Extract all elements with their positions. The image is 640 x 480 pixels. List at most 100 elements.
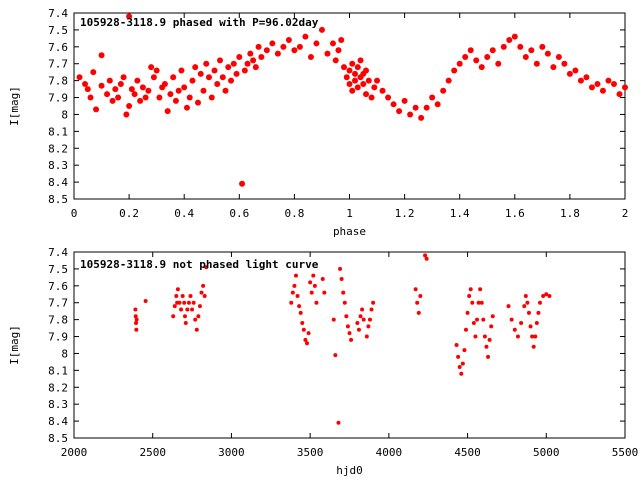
unphased-x-tick-label: 3500 <box>297 446 324 459</box>
phased-data-point <box>241 67 248 74</box>
phased-data-point <box>217 57 224 64</box>
phased-x-tick-label: 2 <box>622 207 629 220</box>
phased-data-point <box>230 60 237 67</box>
unphased-y-tick-label: 7.8 <box>48 314 68 327</box>
phased-data-point <box>269 40 276 47</box>
phased-data-point <box>577 77 584 84</box>
unphased-data-point <box>320 277 325 282</box>
unphased-data-point <box>490 314 495 319</box>
unphased-x-tick-label: 5500 <box>612 446 639 459</box>
unphased-data-point <box>338 266 343 271</box>
unphased-data-point <box>193 317 198 322</box>
phased-data-point <box>368 94 375 101</box>
unphased-data-point <box>355 321 360 326</box>
phased-data-point <box>98 52 105 59</box>
unphased-data-point <box>204 265 209 270</box>
phased-light-curve-panel: 7.47.57.67.77.87.988.18.28.38.48.5 0 0.2 0… <box>8 7 628 238</box>
phased-data-point <box>189 77 196 84</box>
phased-data-point <box>352 77 359 84</box>
phased-y-tick-label: 7.5 <box>48 24 68 37</box>
phased-data-point <box>148 64 155 71</box>
unphased-y-ticks: 7.4 7.5 7.6 7.7 7.8 7.9 8 8.1 8.2 8.3 8.4 8.5 <box>48 246 625 445</box>
unphased-data-point <box>415 300 420 305</box>
phased-data-point <box>484 53 491 60</box>
unphased-data-point <box>468 287 473 292</box>
phased-y-tick-label: 7.6 <box>48 41 68 54</box>
phased-data-point <box>371 84 378 91</box>
phased-y-axis-label: I[mag] <box>8 86 21 126</box>
unphased-data-point <box>465 310 470 315</box>
unphased-data-point <box>360 307 365 312</box>
phased-data-point <box>566 70 573 77</box>
phased-data-point <box>181 84 188 91</box>
unphased-data-point <box>484 344 489 349</box>
phased-data-point <box>263 47 270 54</box>
unphased-data-point <box>544 292 549 297</box>
unphased-y-tick-label: 8.3 <box>48 398 68 411</box>
unphased-data-point <box>306 331 311 336</box>
unphased-data-point <box>479 300 484 305</box>
unphased-data-point <box>322 290 327 295</box>
unphased-chart-title: 105928-3118.9 not phased light curve <box>80 258 319 271</box>
phased-data-point <box>324 50 331 57</box>
unphased-data-point <box>171 314 176 319</box>
unphased-data-point <box>293 273 298 278</box>
unphased-data-point <box>297 304 302 309</box>
unphased-data-point <box>509 317 514 322</box>
phased-data-point <box>296 43 303 50</box>
phased-data-point <box>379 87 386 94</box>
phased-data-point <box>456 60 463 67</box>
phased-data-point <box>156 94 163 101</box>
unphased-plot-area <box>73 251 626 439</box>
phased-data-point <box>170 74 177 81</box>
unphased-data-point <box>413 287 418 292</box>
phased-x-tick-label: 1.8 <box>560 207 580 220</box>
phased-x-tick-label: 0 <box>71 207 78 220</box>
phased-y-tick-label: 7.4 <box>48 7 68 20</box>
unphased-data-point <box>308 280 313 285</box>
unphased-data-point <box>301 327 306 332</box>
phased-data-point <box>120 74 127 81</box>
phased-x-tick-label: 0.4 <box>174 207 194 220</box>
unphased-data-point <box>531 344 536 349</box>
phased-data-point <box>440 87 447 94</box>
phased-data-point <box>506 37 513 44</box>
unphased-data-point <box>304 341 309 346</box>
phased-data-point <box>412 104 419 111</box>
phased-data-point <box>594 81 601 88</box>
unphased-data-point <box>197 304 202 309</box>
phased-data-point <box>363 91 370 98</box>
unphased-data-point <box>482 334 487 339</box>
phased-x-tick-label: 1.4 <box>450 207 470 220</box>
phased-x-axis-label: phase <box>333 225 366 238</box>
unphased-data-point <box>463 327 468 332</box>
phased-data-point <box>126 103 133 109</box>
phased-data-point <box>332 57 339 64</box>
unphased-data-point <box>526 310 531 315</box>
unphased-data-point <box>341 290 346 295</box>
phased-data-point <box>117 81 124 88</box>
phased-data-point <box>104 91 111 98</box>
unphased-data-point <box>349 337 354 342</box>
phased-data-point <box>335 47 342 54</box>
unphased-data-point <box>333 353 338 358</box>
unphased-data-point <box>459 371 464 376</box>
unphased-y-tick-label: 8.4 <box>48 415 68 428</box>
phased-data-point <box>390 101 397 108</box>
unphased-data-point <box>186 300 191 305</box>
unphased-data-point <box>515 334 520 339</box>
phased-data-point <box>429 94 436 101</box>
unphased-data-point <box>356 327 361 332</box>
unphased-data-point <box>312 283 317 288</box>
unphased-x-tick-label: 4000 <box>376 446 403 459</box>
unphased-data-point <box>175 287 180 292</box>
phased-data-point <box>244 60 251 67</box>
phased-data-point <box>90 69 97 76</box>
unphased-data-point <box>361 317 366 322</box>
phased-data-point <box>349 60 356 67</box>
phased-data-point <box>192 64 199 71</box>
phased-data-point <box>139 84 146 91</box>
phased-data-point <box>561 60 568 67</box>
unphased-data-point <box>506 304 511 309</box>
unphased-data-point <box>547 293 552 298</box>
